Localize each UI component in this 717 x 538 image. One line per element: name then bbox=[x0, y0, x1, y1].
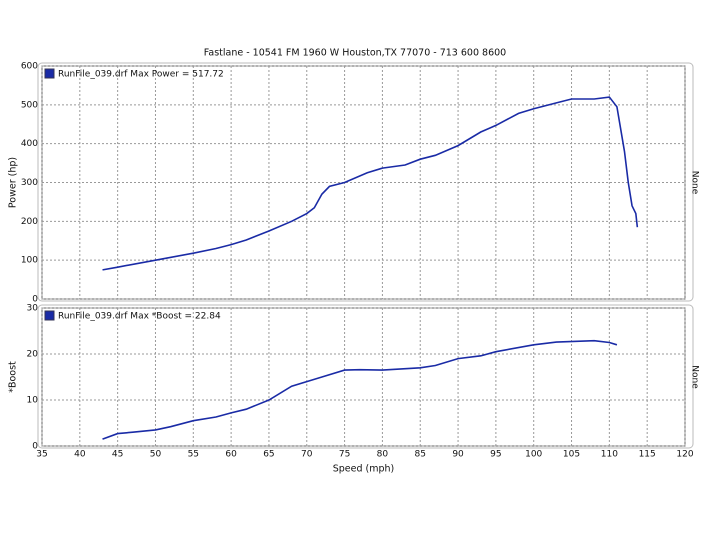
plot-area bbox=[41, 307, 686, 447]
y-tick-label: 300 bbox=[21, 178, 38, 188]
y-tick-label: 0 bbox=[32, 442, 38, 452]
y-tick-label: 200 bbox=[21, 217, 38, 227]
x-tick-label: 95 bbox=[490, 450, 501, 460]
x-tick-label: 90 bbox=[452, 450, 464, 460]
y-tick-label: 100 bbox=[21, 256, 38, 266]
right-label: None bbox=[690, 365, 700, 389]
x-tick-label: 40 bbox=[74, 450, 86, 460]
y-tick-label: 30 bbox=[27, 304, 39, 314]
y-tick-label: 600 bbox=[21, 62, 38, 72]
panel-frame bbox=[37, 62, 694, 302]
y-tick-label: 0 bbox=[32, 295, 38, 305]
y-tick-label: 400 bbox=[21, 139, 38, 149]
y-tick-label: 500 bbox=[21, 100, 38, 110]
x-tick-label: 100 bbox=[525, 450, 542, 460]
legend-swatch bbox=[44, 310, 55, 321]
x-tick-label: 65 bbox=[263, 450, 274, 460]
x-tick-label: 85 bbox=[415, 450, 426, 460]
x-tick-label: 60 bbox=[225, 450, 237, 460]
x-tick-label: 120 bbox=[676, 450, 693, 460]
x-tick-label: 55 bbox=[188, 450, 199, 460]
power-line bbox=[102, 96, 639, 271]
y-axis-label: Power (hp) bbox=[8, 157, 19, 208]
y-tick-label: 20 bbox=[27, 350, 39, 360]
power-line bbox=[102, 339, 618, 440]
x-axis-label: Speed (mph) bbox=[333, 464, 395, 475]
x-tick-label: 45 bbox=[112, 450, 123, 460]
panel-frame bbox=[37, 304, 694, 449]
x-tick-label: 80 bbox=[377, 450, 389, 460]
chart-title: Fastlane - 10541 FM 1960 W Houston,TX 77… bbox=[204, 48, 506, 59]
x-tick-label: 70 bbox=[301, 450, 313, 460]
legend-label: RunFile_039.drf Max *Boost = 22.84 bbox=[58, 312, 221, 322]
x-tick-label: 105 bbox=[563, 450, 580, 460]
x-tick-label: 115 bbox=[639, 450, 656, 460]
legend-label: RunFile_039.drf Max Power = 517.72 bbox=[58, 70, 224, 80]
y-tick-label: 10 bbox=[27, 396, 39, 406]
legend-swatch bbox=[44, 68, 55, 79]
right-label: None bbox=[690, 171, 700, 195]
x-tick-label: 110 bbox=[601, 450, 618, 460]
x-tick-label: 35 bbox=[36, 450, 47, 460]
x-tick-label: 50 bbox=[150, 450, 162, 460]
y-axis-label: *Boost bbox=[8, 361, 19, 393]
x-tick-label: 75 bbox=[339, 450, 350, 460]
